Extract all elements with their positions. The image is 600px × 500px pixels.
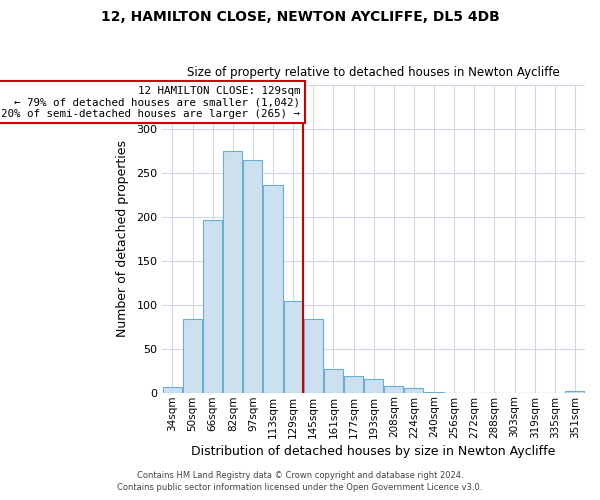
X-axis label: Distribution of detached houses by size in Newton Aycliffe: Distribution of detached houses by size … — [191, 444, 556, 458]
Title: Size of property relative to detached houses in Newton Aycliffe: Size of property relative to detached ho… — [187, 66, 560, 80]
Text: 12, HAMILTON CLOSE, NEWTON AYCLIFFE, DL5 4DB: 12, HAMILTON CLOSE, NEWTON AYCLIFFE, DL5… — [101, 10, 499, 24]
Bar — [284, 301, 303, 392]
Bar — [223, 151, 242, 392]
Bar — [263, 185, 283, 392]
Bar — [203, 220, 222, 392]
Bar — [244, 160, 262, 392]
Bar — [344, 376, 363, 392]
Text: Contains HM Land Registry data © Crown copyright and database right 2024.
Contai: Contains HM Land Registry data © Crown c… — [118, 471, 482, 492]
Bar — [384, 386, 403, 392]
Bar — [163, 388, 182, 392]
Bar — [404, 388, 424, 392]
Bar — [364, 380, 383, 392]
Text: 12 HAMILTON CLOSE: 129sqm
← 79% of detached houses are smaller (1,042)
20% of se: 12 HAMILTON CLOSE: 129sqm ← 79% of detac… — [1, 86, 300, 119]
Y-axis label: Number of detached properties: Number of detached properties — [116, 140, 130, 337]
Bar — [565, 391, 584, 392]
Bar — [183, 319, 202, 392]
Bar — [304, 319, 323, 392]
Bar — [324, 369, 343, 392]
